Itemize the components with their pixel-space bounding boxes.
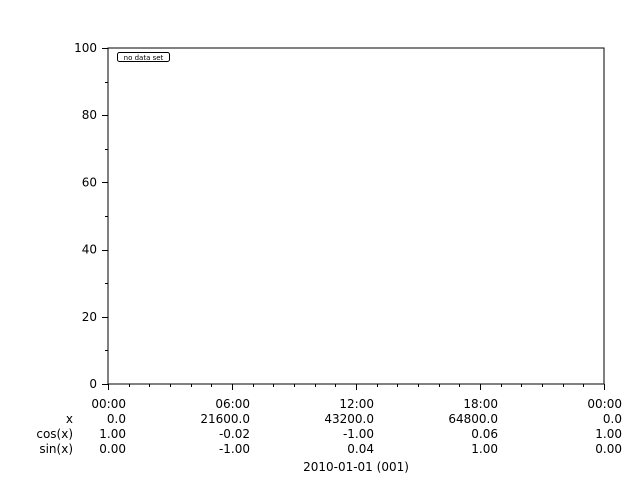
y-axis: 0 20 40 60 80 100 (74, 41, 108, 391)
no-data-badge: no data set (117, 52, 170, 62)
y-tick-label: 80 (82, 108, 97, 122)
x-axis-label: 2010-01-01 (001) (303, 460, 409, 474)
x-tick-label: 06:00 (215, 397, 250, 411)
aux-row-name: x (66, 412, 73, 426)
y-tick-label: 60 (82, 175, 97, 189)
x-tick-label: 00:00 (91, 397, 126, 411)
x-tick-label: 18:00 (463, 397, 498, 411)
x-tick-label: 00:00 (587, 397, 622, 411)
aux-row-value: 1.00 (99, 427, 126, 441)
aux-row-value: 0.00 (595, 442, 622, 456)
y-tick-label: 20 (82, 310, 97, 324)
y-tick-label: 40 (82, 243, 97, 257)
aux-row-value: -1.00 (219, 442, 250, 456)
aux-row-value: 0.0 (107, 412, 126, 426)
aux-row-value: 1.00 (595, 427, 622, 441)
aux-row-value: 21600.0 (200, 412, 250, 426)
aux-row-value: 0.06 (471, 427, 498, 441)
aux-row-name: sin(x) (39, 442, 73, 456)
aux-row-value: -1.00 (343, 427, 374, 441)
no-data-label: no data set (124, 54, 164, 62)
y-tick-label: 100 (74, 41, 97, 55)
aux-row-value: 1.00 (471, 442, 498, 456)
y-tick-label: 0 (89, 377, 97, 391)
aux-row-name: cos(x) (36, 427, 73, 441)
aux-row-value: 0.00 (99, 442, 126, 456)
aux-row-value: 43200.0 (324, 412, 374, 426)
plot-area (107, 47, 605, 385)
x-tick-label: 12:00 (339, 397, 374, 411)
aux-row-value: 0.04 (347, 442, 374, 456)
aux-row-value: 0.0 (603, 412, 622, 426)
aux-row-value: -0.02 (219, 427, 250, 441)
aux-row-value: 64800.0 (448, 412, 498, 426)
x-axis: 00:000.01.000.0006:0021600.0-0.02-1.0012… (36, 384, 622, 456)
